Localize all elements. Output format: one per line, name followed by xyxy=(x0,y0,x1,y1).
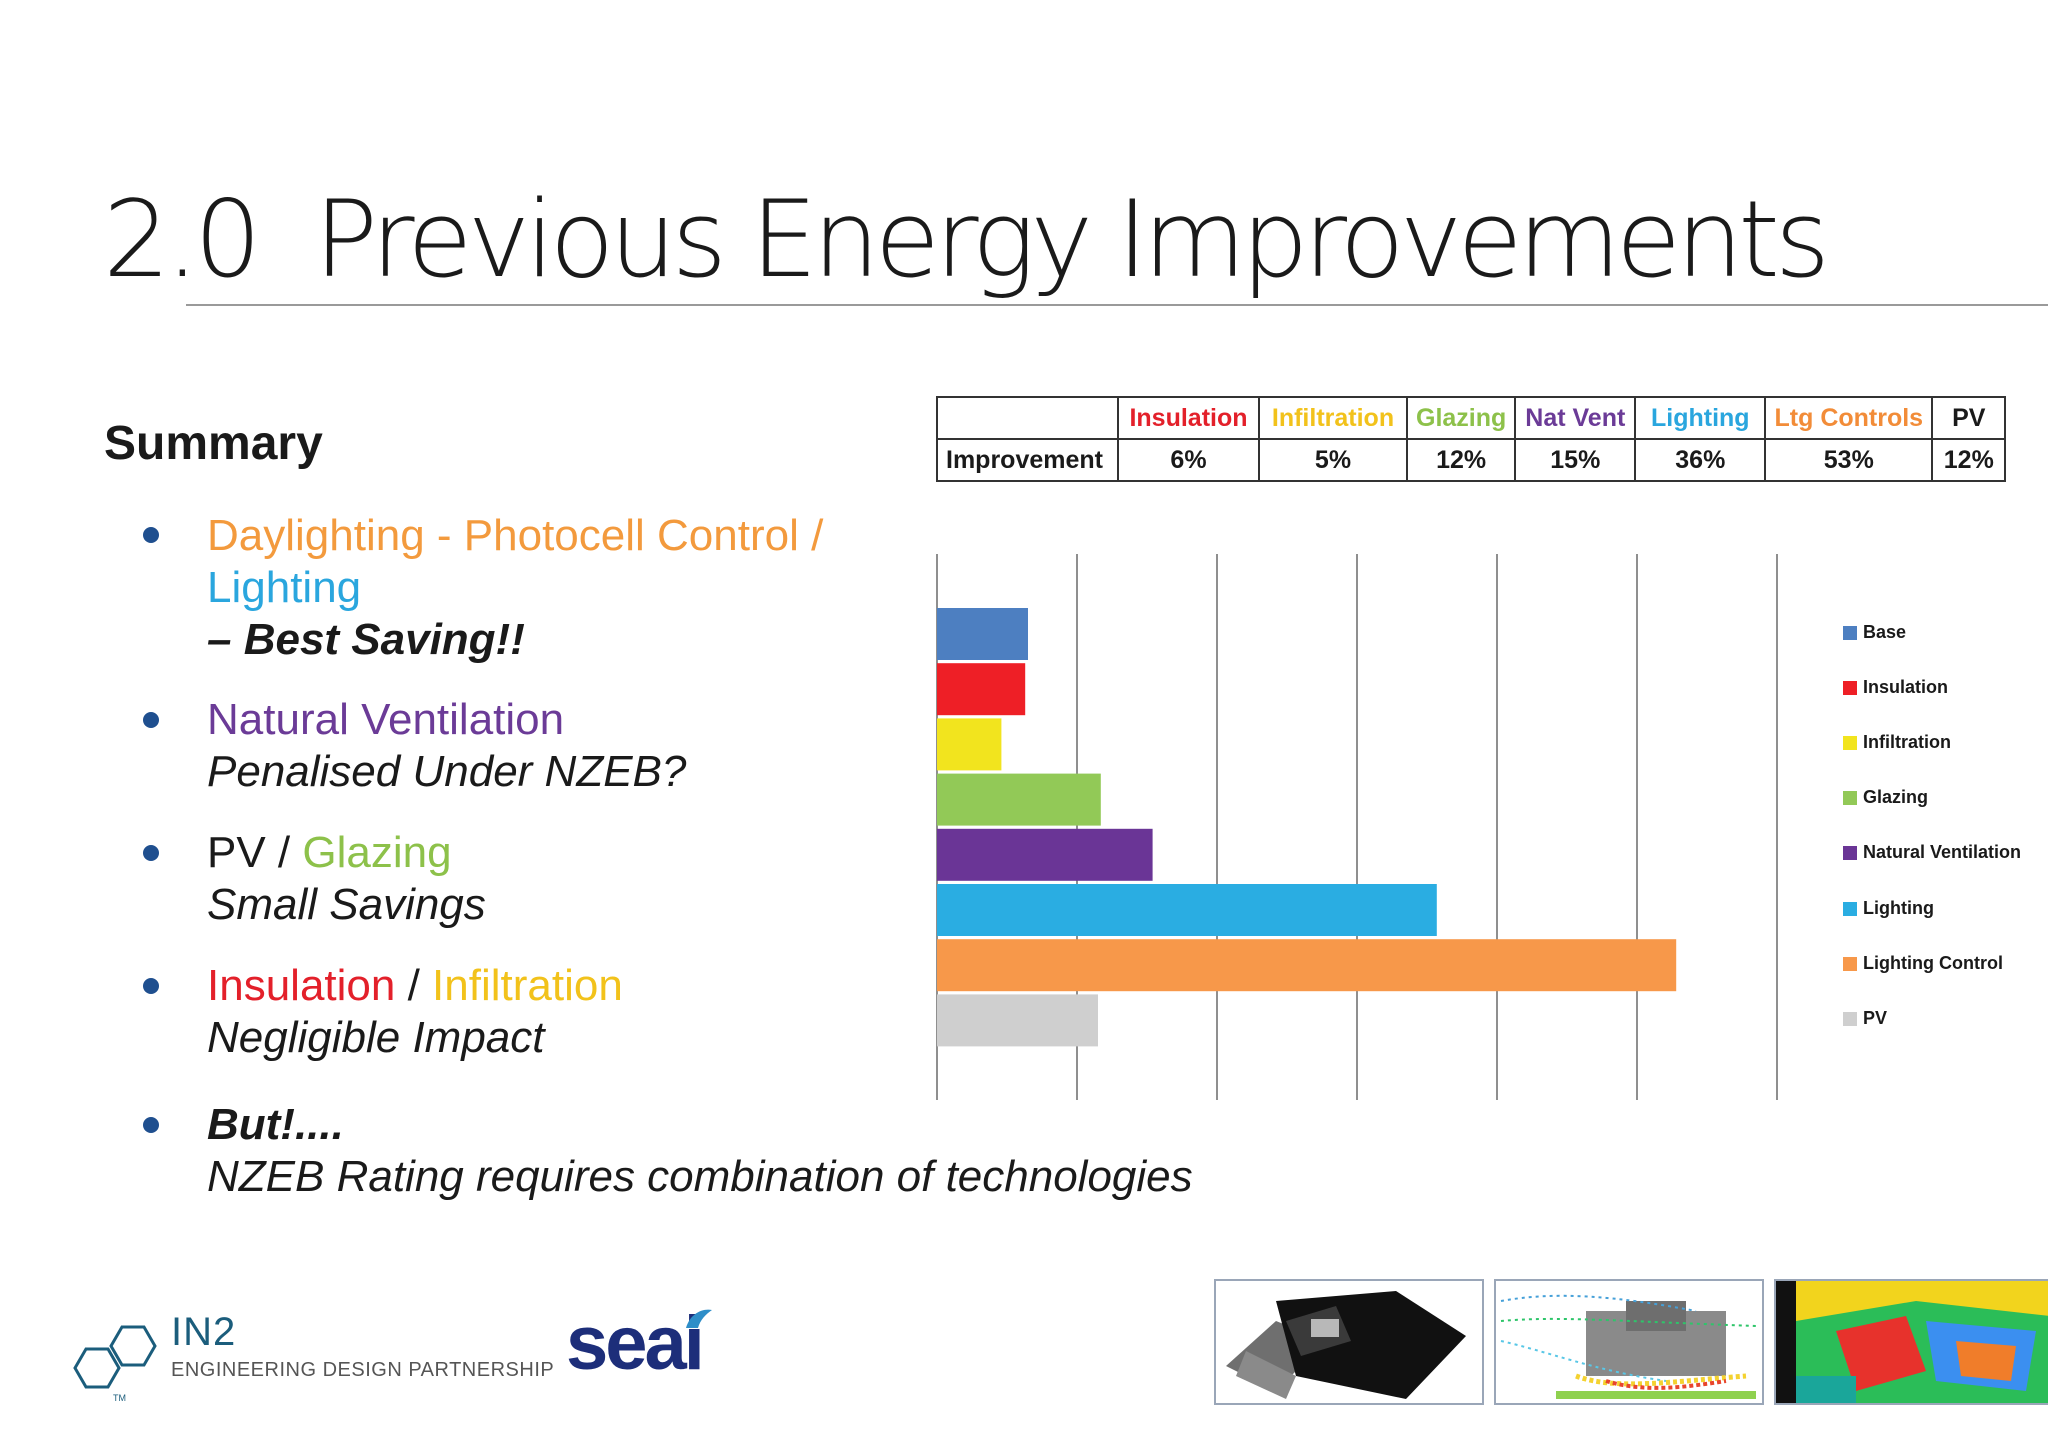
legend-swatch xyxy=(1843,790,1857,805)
legend-swatch xyxy=(1843,625,1857,640)
legend-swatch xyxy=(1843,680,1857,695)
bullet-dot xyxy=(143,712,159,728)
title-text: Previous Energy Improvements xyxy=(313,178,1830,301)
bullet-4-line1: Insulation / Infiltration xyxy=(207,960,623,1012)
bullet-dot xyxy=(143,845,159,861)
legend-label: Infiltration xyxy=(1863,732,1951,752)
bullet-4-infiltration: Infiltration xyxy=(432,961,623,1010)
in2-logo-name: IN2 xyxy=(171,1310,237,1354)
table-header-nat-vent: Nat Vent xyxy=(1514,396,1637,440)
title-divider xyxy=(186,304,2048,306)
bar-base xyxy=(937,608,1028,660)
table-corner-cell xyxy=(936,396,1119,440)
bullet-2-line1: Natural Ventilation xyxy=(207,695,565,744)
table-cell-nat-vent: 15% xyxy=(1514,438,1637,482)
legend-label: Lighting xyxy=(1863,898,1934,918)
legend-swatch xyxy=(1843,901,1857,916)
table-cell-insulation: 6% xyxy=(1117,438,1260,482)
legend-item-pv: PV xyxy=(1843,1008,1887,1029)
bullet-4-sep: / xyxy=(395,961,433,1010)
legend-item-lighting-control: Lighting Control xyxy=(1843,953,2003,974)
legend-label: PV xyxy=(1863,1008,1888,1028)
bar-natural-ventilation xyxy=(937,828,1153,881)
table-header-pv: PV xyxy=(1931,396,2007,440)
table-cell-lighting: 36% xyxy=(1634,438,1767,482)
bullet-dot xyxy=(143,527,159,543)
table-header-insulation: Insulation xyxy=(1117,396,1260,440)
bullet-4-line2: Negligible Impact xyxy=(207,1013,545,1062)
table-row: Improvement 6% 5% 12% 15% 36% 53% 12% xyxy=(936,438,2007,482)
legend-swatch xyxy=(1843,735,1857,750)
in2-trademark: TM xyxy=(113,1393,126,1403)
bullet-1-line2: – Best Saving!! xyxy=(207,615,525,664)
building-model-image xyxy=(1226,1291,1466,1399)
legend-label: Natural Ventilation xyxy=(1863,842,2022,862)
airflow-simulation-thumbnail xyxy=(1494,1279,1764,1405)
bar-pv xyxy=(937,994,1098,1047)
bar-insulation xyxy=(937,663,1026,716)
legend-item-lighting: Lighting xyxy=(1843,898,1934,919)
bullet-4-insulation: Insulation xyxy=(207,961,396,1010)
bullet-dot xyxy=(143,1117,159,1133)
legend-item-infiltration: Infiltration xyxy=(1843,732,1951,753)
table-row-label: Improvement xyxy=(936,438,1119,482)
table-header-glazing: Glazing xyxy=(1405,396,1517,440)
airflow-simulation-image xyxy=(1500,1294,1757,1399)
table-header-row: Insulation Infiltration Glazing Nat Vent… xyxy=(936,396,2007,440)
summary-heading: Summary xyxy=(104,417,323,470)
bar-glazing xyxy=(937,773,1101,826)
title-number: 2.0 xyxy=(103,178,262,301)
legend-item-natural-ventilation: Natural Ventilation xyxy=(1843,842,2021,863)
table-header-lighting: Lighting xyxy=(1634,396,1767,440)
bullet-dot xyxy=(143,978,159,994)
legend-label: Insulation xyxy=(1863,677,1948,697)
table-header-ltg-controls: Ltg Controls xyxy=(1764,396,1934,440)
thermal-heatmap-image xyxy=(1776,1281,2048,1403)
bullet-1-line1b: Lighting xyxy=(207,563,362,612)
chart-bars xyxy=(937,608,1677,1047)
improvement-table: Insulation Infiltration Glazing Nat Vent… xyxy=(936,396,2007,482)
table-cell-pv: 12% xyxy=(1931,438,2007,482)
page-title: 2.0 Previous Energy Improvements xyxy=(103,170,1830,310)
bullet-2-line2: Penalised Under NZEB? xyxy=(207,747,687,796)
bullet-5-line1: But!.... xyxy=(207,1100,344,1149)
bullet-3-line1: PV / Glazing xyxy=(207,827,452,879)
table-cell-glazing: 12% xyxy=(1405,438,1517,482)
legend-item-glazing: Glazing xyxy=(1843,787,1928,808)
bar-infiltration xyxy=(937,718,1002,771)
legend-item-insulation: Insulation xyxy=(1843,677,1948,698)
table-cell-ltg-controls: 53% xyxy=(1764,438,1934,482)
bar-lighting xyxy=(937,884,1437,936)
building-model-thumbnail xyxy=(1214,1279,1484,1405)
in2-hexagon-logo xyxy=(73,1325,157,1389)
bullet-5-line2: NZEB Rating requires combination of tech… xyxy=(207,1152,1193,1201)
in2-logo-subtitle: ENGINEERING DESIGN PARTNERSHIP xyxy=(171,1359,555,1381)
legend-label: Lighting Control xyxy=(1863,953,2003,973)
seai-logo: seai xyxy=(566,1301,705,1386)
chart-gridlines xyxy=(936,554,1778,1100)
legend-label: Glazing xyxy=(1863,787,1929,807)
bullet-1-line1: Daylighting - Photocell Control / xyxy=(207,511,824,560)
bar-lighting-control xyxy=(937,939,1677,992)
table-header-infiltration: Infiltration xyxy=(1258,396,1408,440)
legend-item-base: Base xyxy=(1843,622,1906,643)
bullet-3-line2: Small Savings xyxy=(207,880,486,929)
legend-swatch xyxy=(1843,1011,1857,1026)
energy-savings-bar-chart xyxy=(936,554,1778,1100)
bullet-3-sep: / xyxy=(265,828,303,877)
thermal-heatmap-thumbnail xyxy=(1774,1279,2048,1405)
legend-swatch xyxy=(1843,956,1857,971)
bullet-3-glazing: Glazing xyxy=(302,828,452,877)
table-cell-infiltration: 5% xyxy=(1258,438,1408,482)
legend-label: Base xyxy=(1863,622,1907,642)
bullet-3-pv: PV xyxy=(207,828,266,877)
seai-leaf-icon xyxy=(686,1309,712,1328)
legend-swatch xyxy=(1843,845,1857,860)
